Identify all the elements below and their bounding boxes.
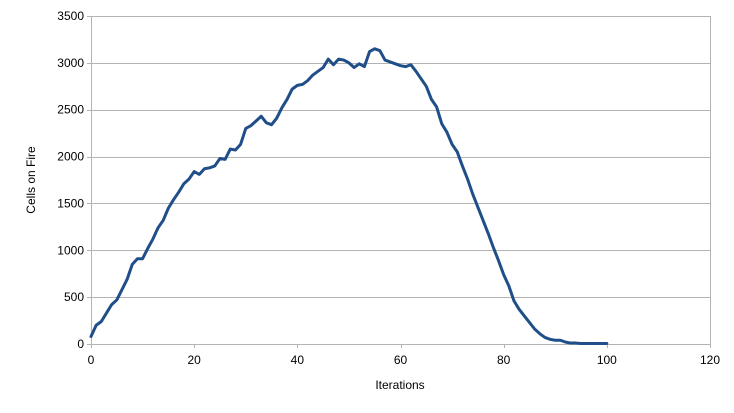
x-tick-label: 60 (394, 353, 408, 367)
y-tick-label: 2000 (57, 150, 84, 164)
y-tick-label: 1500 (57, 196, 84, 210)
y-tick-label: 500 (64, 290, 84, 304)
x-tick-labels: 0 20 40 60 80 100 120 (88, 353, 721, 367)
y-tick-label: 1000 (57, 243, 84, 257)
grid-lines (91, 16, 710, 298)
series-layer (89, 47, 609, 346)
x-tick-label: 40 (291, 353, 305, 367)
x-tick-label: 120 (700, 353, 720, 367)
x-tick-label: 80 (497, 353, 511, 367)
y-tick-labels: 0 500 1000 1500 2000 2500 3000 3500 (57, 9, 84, 351)
y-tick-label: 0 (77, 337, 84, 351)
y-axis-title: Cells on Fire (24, 146, 38, 214)
series-line-0 (89, 47, 609, 346)
x-tick-label: 0 (88, 353, 95, 367)
x-tick-label: 20 (187, 353, 201, 367)
x-tick-label: 100 (597, 353, 617, 367)
y-tick-label: 3500 (57, 9, 84, 23)
y-tick-label: 2500 (57, 103, 84, 117)
y-tick-label: 3000 (57, 56, 84, 70)
x-axis-title: Iterations (375, 378, 424, 392)
